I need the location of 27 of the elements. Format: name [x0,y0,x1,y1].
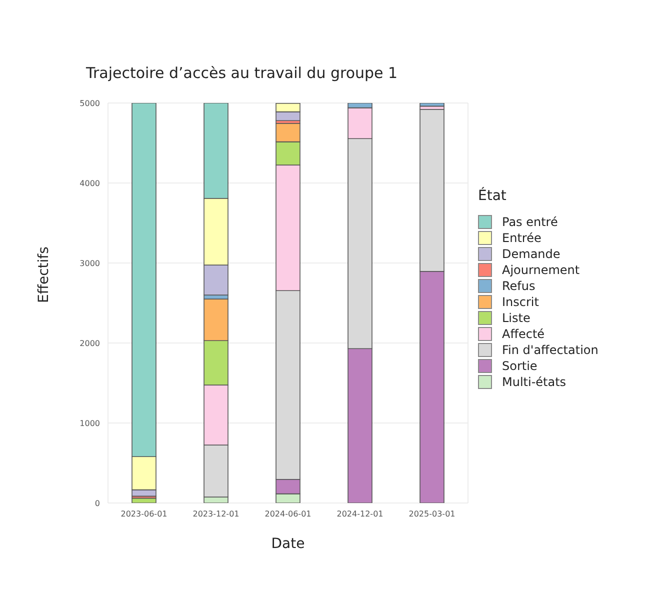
legend-title: État [478,188,508,204]
y-tick-label: 4000 [80,178,100,188]
y-tick-label: 5000 [80,98,100,108]
x-axis-title: Date [271,536,305,552]
chart-title: Trajectoire d’accès au travail du groupe 1 [86,64,398,82]
legend-label: Pas entré [502,215,558,229]
legend-label: Multi-états [502,375,566,389]
legend-label: Sortie [502,359,538,373]
x-tick-label: 2025-03-01 [408,510,456,519]
legend-label: Liste [502,311,530,325]
x-tick-label: 2023-12-01 [192,510,240,519]
x-tick-label: 2023-06-01 [120,510,168,519]
y-tick-label: 1000 [80,418,100,428]
legend-label: Inscrit [502,295,539,309]
legend-label: Demande [502,247,560,261]
x-tick-label: 2024-12-01 [336,510,384,519]
legend-label: Affecté [502,327,545,341]
y-tick-label: 0 [94,498,100,508]
y-axis-title: Effectifs [36,246,52,303]
legend-label: Entrée [502,231,542,245]
x-tick-label: 2024-06-01 [264,510,312,519]
y-tick-label: 3000 [80,258,100,268]
legend-label: Ajournement [502,263,580,277]
legend-label: Fin d'affectation [502,343,598,357]
y-tick-label: 2000 [80,338,100,348]
bar [420,103,444,107]
legend-label: Refus [502,279,536,293]
